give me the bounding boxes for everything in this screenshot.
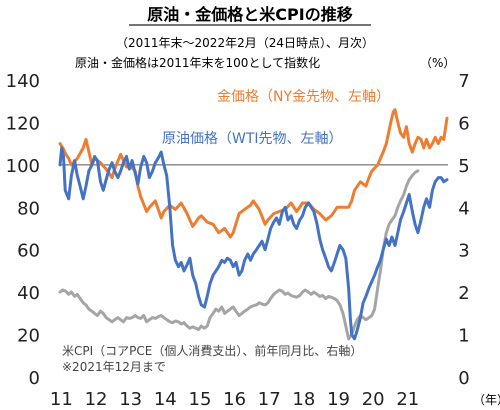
x-tick-label: 12: [85, 389, 108, 410]
right-tick-label: 3: [458, 241, 469, 262]
x-tick-label: 18: [292, 389, 315, 410]
x-tick-label: 21: [396, 389, 419, 410]
x-tick-label: 13: [119, 389, 142, 410]
right-tick-label: 5: [458, 156, 469, 177]
right-tick-label: 4: [458, 198, 469, 219]
series-line-oil: [58, 146, 449, 341]
x-axis-unit: （年）: [473, 393, 500, 407]
series-lines: [58, 108, 449, 341]
cpi-note: ※2021年12月まで: [62, 360, 166, 374]
x-tick-label: 19: [327, 389, 350, 410]
left-tick-label: 20: [17, 326, 40, 347]
right-tick-label: 6: [458, 113, 469, 134]
right-tick-label: 2: [458, 283, 469, 304]
chart-title: 原油・金価格と米CPIの推移: [147, 5, 352, 24]
left-tick-label: 100: [6, 156, 40, 177]
cpi-series-label: 米CPI（コアPCE（個人消費支出）、前年同月比、右軸）: [62, 343, 362, 358]
oil-series-label: 原油価格（WTI先物、左軸）: [162, 131, 343, 147]
left-tick-label: 140: [6, 71, 40, 92]
right-axis-ticks: 0 1 2 3 4 5 6 7: [458, 71, 469, 389]
x-tick-label: 17: [258, 389, 281, 410]
gold-series-label: 金価格（NY金先物、左軸）: [217, 89, 390, 105]
series-line-cpi: [58, 169, 420, 341]
right-axis-unit: （%）: [420, 56, 455, 70]
x-tick-label: 16: [223, 389, 246, 410]
chart-subtitle: （2011年末～2022年2月（24日時点）、月次）: [116, 36, 374, 50]
left-axis-ticks: 0 20 40 60 80 100 120 140: [6, 71, 40, 389]
left-tick-label: 60: [17, 241, 40, 262]
right-tick-label: 1: [458, 326, 469, 347]
left-tick-label: 80: [17, 198, 40, 219]
x-tick-label: 15: [189, 389, 212, 410]
x-tick-label: 14: [154, 389, 177, 410]
series-line-gold: [58, 108, 449, 239]
left-tick-label: 0: [29, 368, 40, 389]
x-tick-label: 11: [50, 389, 73, 410]
right-tick-label: 7: [458, 71, 469, 92]
x-tick-label: 20: [362, 389, 385, 410]
right-tick-label: 0: [458, 368, 469, 389]
left-tick-label: 40: [17, 283, 40, 304]
index-note: 原油・金価格は2011年末を100として指数化: [75, 55, 320, 70]
x-axis-ticks: 11 12 13 14 15 16 17 18 19 20 21: [50, 389, 419, 410]
left-tick-label: 120: [6, 113, 40, 134]
